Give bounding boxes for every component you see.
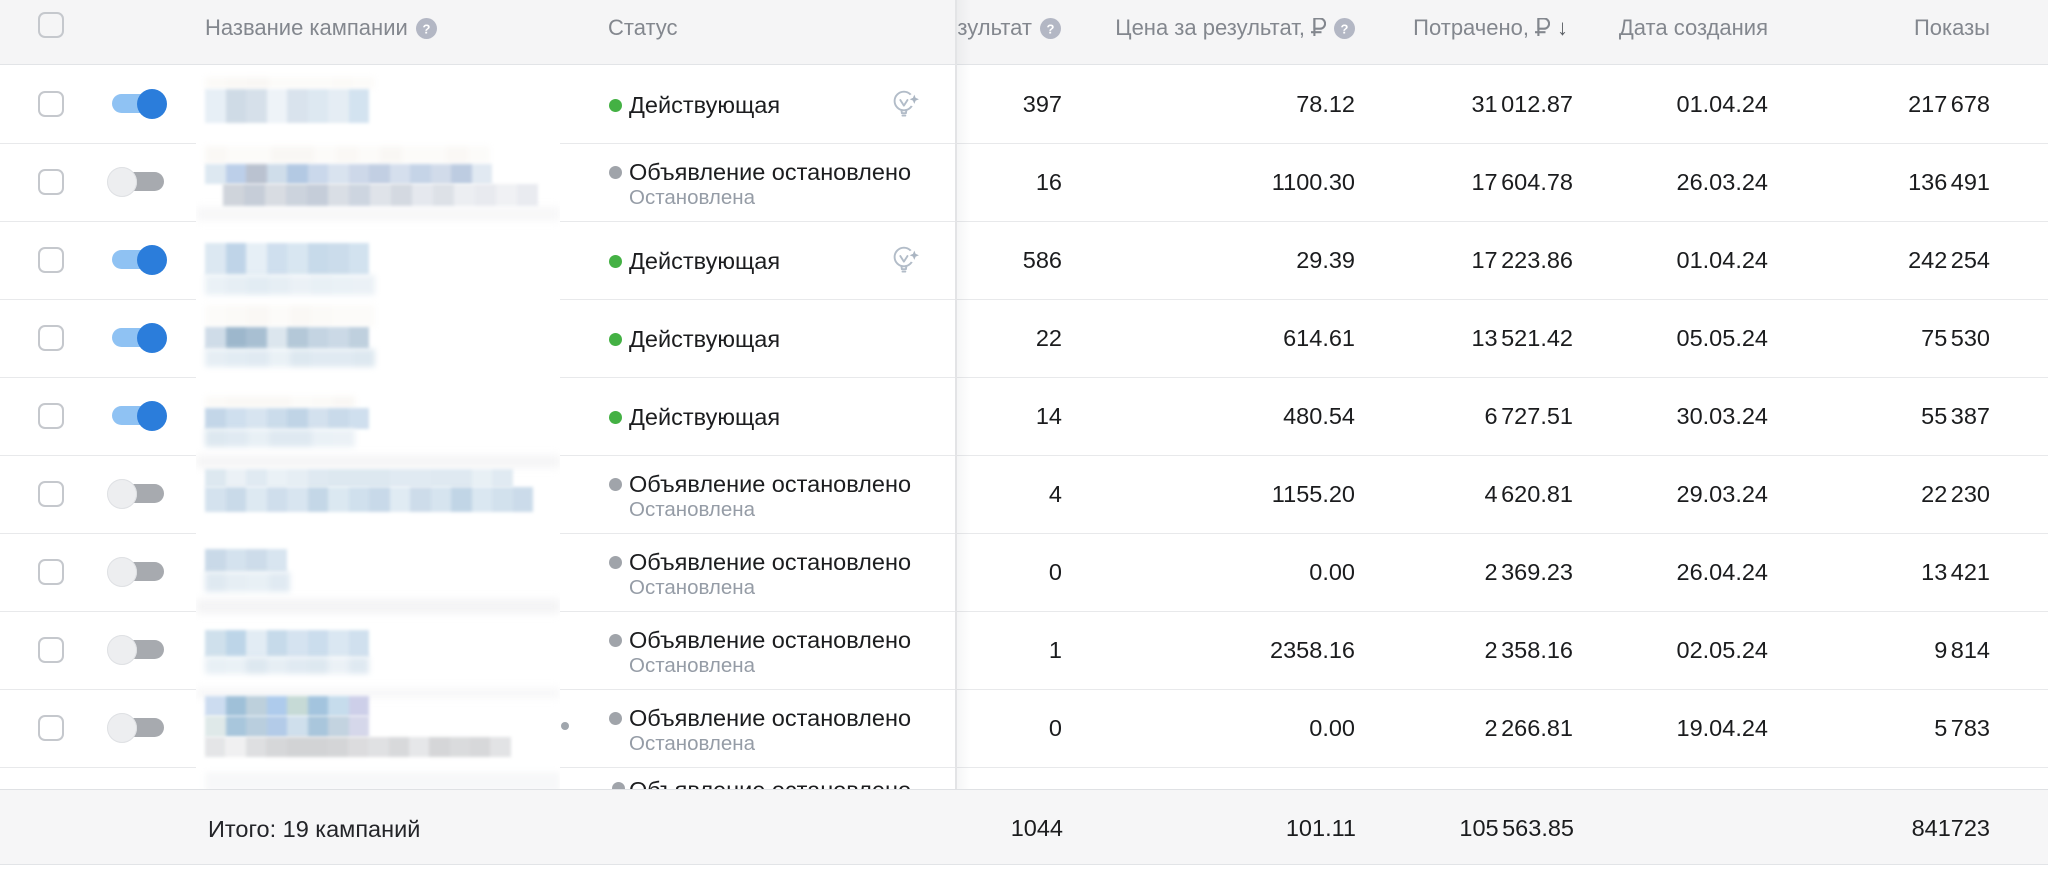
- svg-text:?: ?: [1047, 21, 1055, 36]
- svg-text:?: ?: [423, 21, 431, 36]
- svg-text:?: ?: [1341, 21, 1349, 36]
